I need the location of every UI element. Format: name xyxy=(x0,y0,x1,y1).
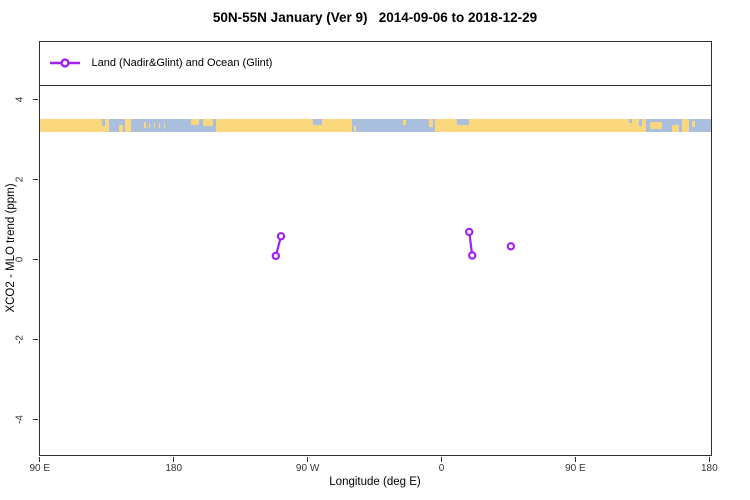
y-tick xyxy=(33,419,39,421)
x-tick xyxy=(39,456,41,462)
x-tick-label: 0 xyxy=(438,463,445,475)
band-segment-land xyxy=(682,118,690,132)
data-point xyxy=(271,251,280,261)
data-point xyxy=(506,242,515,251)
data-point xyxy=(467,251,476,260)
band-segment-land xyxy=(353,126,356,132)
data-point xyxy=(276,232,285,241)
y-tick xyxy=(33,99,39,101)
band-segment-land xyxy=(148,122,151,128)
x-tick xyxy=(574,456,576,462)
map-band xyxy=(39,118,711,132)
x-tick xyxy=(173,456,175,462)
band-segment-land xyxy=(649,122,663,129)
x-tick xyxy=(708,456,710,462)
x-tick xyxy=(440,456,443,462)
band-segment-ocean xyxy=(638,118,642,126)
y-tick-label: 0 xyxy=(14,257,26,263)
band-segment-land xyxy=(158,122,161,128)
band-segment-land xyxy=(190,118,200,126)
data-point xyxy=(464,227,473,237)
x-tick-label: 90 E xyxy=(29,463,51,475)
band-segment-land xyxy=(153,123,156,129)
x-tick-label: 90 E xyxy=(565,463,586,475)
legend: Land (Nadir&Glint) and Ocean (Glint) xyxy=(39,42,711,86)
y-tick xyxy=(33,179,39,181)
band-segment-land xyxy=(428,118,433,127)
y-tick-label: -2 xyxy=(14,335,26,345)
x-tick-label: 90 W xyxy=(295,463,320,475)
band-segment-land xyxy=(143,122,146,128)
y-tick xyxy=(33,339,39,341)
band-segment-land xyxy=(39,118,109,132)
x-tick xyxy=(307,456,309,462)
y-tick-label: -4 xyxy=(14,415,26,425)
x-tick-label: 180 xyxy=(700,463,718,475)
y-tick-label: 4 xyxy=(14,97,26,103)
band-segment-land xyxy=(124,118,131,132)
band-segment-ocean xyxy=(101,118,105,126)
x-tick-label: 180 xyxy=(165,463,183,475)
band-segment-ocean xyxy=(457,118,470,126)
x-axis-label: Longitude (deg E) xyxy=(329,476,421,488)
band-segment-ocean xyxy=(628,118,633,123)
band-segment-ocean xyxy=(313,118,323,126)
band-segment-land xyxy=(163,123,166,129)
band-segment-land xyxy=(402,120,406,125)
legend-marker-icon xyxy=(49,58,80,68)
data-points-layer xyxy=(271,227,515,261)
plot-area: Land (Nadir&Glint) and Ocean (Glint) xyxy=(38,41,712,456)
band-segment-land xyxy=(692,121,696,127)
band-segment-land xyxy=(672,125,680,132)
chart-title: 50N-55N January (Ver 9) 2014-09-06 to 20… xyxy=(212,10,538,25)
legend-label: Land (Nadir&Glint) and Ocean (Glint) xyxy=(91,57,273,70)
band-segment-land xyxy=(434,118,646,132)
y-tick xyxy=(33,259,39,261)
band-segment-land xyxy=(118,125,124,132)
y-tick-label: 2 xyxy=(14,177,26,183)
band-segment-land xyxy=(202,118,214,126)
